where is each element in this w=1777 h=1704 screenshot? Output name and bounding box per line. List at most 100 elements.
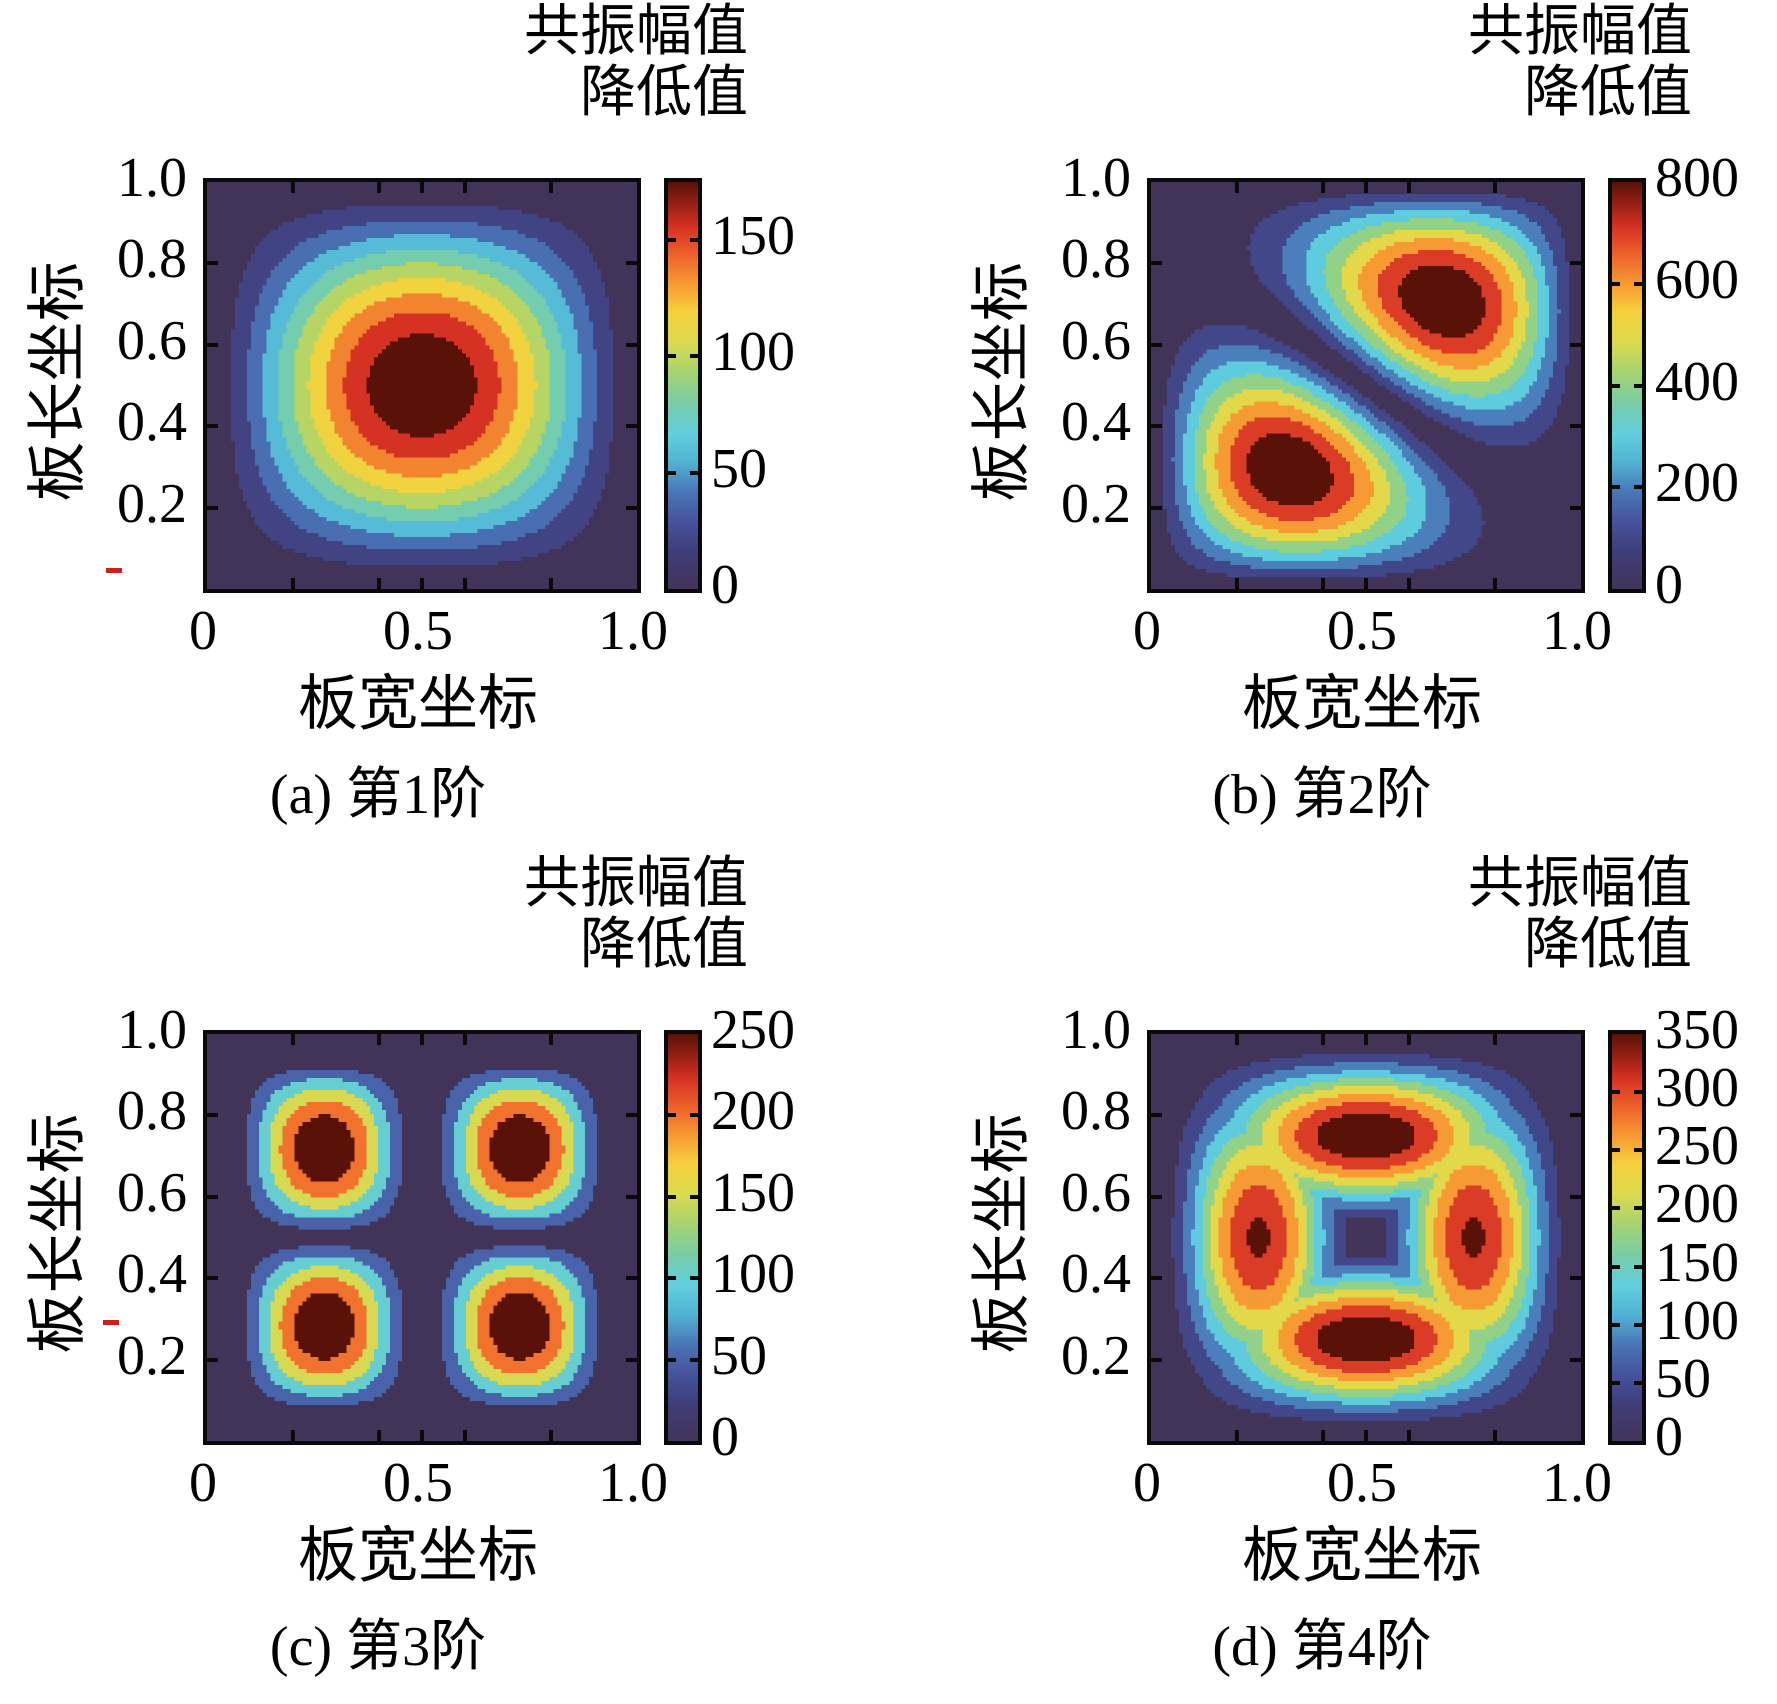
colorbar-tick-mark <box>1634 1206 1642 1211</box>
colorbar-tick-mark <box>690 470 698 475</box>
axis-tick-mark <box>626 1113 637 1118</box>
axis-tick-mark <box>549 1430 553 1441</box>
colorbar-tick-mark <box>1612 281 1620 286</box>
axis-tick-mark <box>1570 505 1581 510</box>
y-axis-ticks: 1.0 0.8 0.6 0.4 0.2 <box>888 1002 1131 1437</box>
x-axis-ticks: 0 0.5 1.0 <box>1133 1455 1612 1517</box>
colorbar-tick-mark <box>1634 1264 1642 1269</box>
contour-plot-area <box>1147 1030 1585 1445</box>
x-tick-label: 0 <box>1133 600 1161 662</box>
panel-mode-3: 共振幅值 降低值 板长坐标 1.0 0.8 0.6 0.4 0.2 0 50 100… <box>0 852 888 1704</box>
axis-tick-mark <box>420 578 424 589</box>
axis-tick-mark <box>626 505 637 510</box>
colorbar-tick-mark <box>1634 1380 1642 1385</box>
axis-tick-mark <box>377 1430 381 1441</box>
colorbar-tick-mark <box>690 1113 698 1118</box>
axis-tick-mark <box>1407 1034 1411 1045</box>
axis-tick-mark <box>207 261 218 266</box>
panel-mode-2: 共振幅值 降低值 板长坐标 1.0 0.8 0.6 0.4 0.2 0 200 40… <box>888 0 1776 852</box>
axis-tick-mark <box>1235 182 1239 193</box>
colorbar-title-line1: 共振幅值 <box>524 853 748 915</box>
y-tick-label: 0.2 <box>1061 472 1131 535</box>
axis-tick-mark <box>420 182 424 193</box>
axis-tick-mark <box>1151 1194 1162 1199</box>
colorbar-tick-label: 300 <box>1655 1057 1739 1120</box>
colorbar-tick-label: 600 <box>1655 248 1739 311</box>
x-axis-ticks: 0 0.5 1.0 <box>1133 603 1612 665</box>
axis-tick-mark <box>1407 1430 1411 1441</box>
colorbar-tick-mark <box>668 238 676 243</box>
colorbar-tick-mark <box>690 1276 698 1281</box>
axis-tick-mark <box>1151 1113 1162 1118</box>
axis-tick-mark <box>1235 1430 1239 1441</box>
y-tick-label: 0.2 <box>1061 1324 1131 1387</box>
colorbar-tick-mark <box>690 238 698 243</box>
axis-tick-mark <box>207 1113 218 1118</box>
colorbar-tick-mark <box>668 1357 676 1362</box>
axis-tick-mark <box>207 424 218 429</box>
colorbar-tick-labels: 0 50 100 150 200 250 300 350 <box>1655 1002 1777 1465</box>
y-tick-label: 0.8 <box>117 1080 187 1143</box>
axis-tick-mark <box>1570 1113 1581 1118</box>
axis-tick-mark <box>549 182 553 193</box>
panel-caption: (a) 第1阶 <box>269 764 487 826</box>
colorbar-tick-label: 0 <box>1655 1406 1683 1468</box>
y-axis-ticks: 1.0 0.8 0.6 0.4 0.2 <box>888 150 1131 585</box>
axis-tick-mark <box>1570 1194 1581 1199</box>
axis-tick-mark <box>1570 1276 1581 1281</box>
x-tick-label: 1.0 <box>1542 600 1612 662</box>
colorbar-tick-mark <box>1634 1090 1642 1095</box>
axis-tick-mark <box>1151 261 1162 266</box>
y-tick-label: 0.6 <box>1061 309 1131 372</box>
colorbar-tick-mark <box>1612 1322 1620 1327</box>
colorbar-tick-label: 350 <box>1655 999 1739 1061</box>
colorbar-tick-mark <box>668 1276 676 1281</box>
axis-tick-mark <box>1235 578 1239 589</box>
y-tick-label: 0.6 <box>117 309 187 372</box>
colorbar-tick-mark <box>1612 1206 1620 1211</box>
colorbar-title-line1: 共振幅值 <box>1468 853 1692 915</box>
x-tick-label: 1.0 <box>598 600 668 662</box>
x-axis-label: 板宽坐标 <box>1242 671 1482 737</box>
y-tick-label: 0.6 <box>117 1161 187 1224</box>
colorbar-tick-labels: 0 200 400 600 800 <box>1655 150 1777 613</box>
axis-tick-mark <box>1364 1430 1368 1441</box>
axis-tick-mark <box>1321 578 1325 589</box>
y-tick-label: 0.2 <box>117 472 187 535</box>
colorbar-title-line2: 降低值 <box>1524 914 1692 976</box>
axis-tick-mark <box>207 1276 218 1281</box>
axis-tick-mark <box>626 1276 637 1281</box>
colorbar-tick-mark <box>690 354 698 359</box>
axis-tick-mark <box>463 182 467 193</box>
colorbar-tick-mark <box>1634 1148 1642 1153</box>
x-tick-label: 1.0 <box>1542 1452 1612 1514</box>
x-tick-label: 0 <box>189 1452 217 1514</box>
colorbar-tick-mark <box>1612 1380 1620 1385</box>
colorbar-tick-mark <box>690 1357 698 1362</box>
axis-tick-mark <box>1321 182 1325 193</box>
axis-tick-mark <box>377 182 381 193</box>
colorbar-tick-mark <box>668 354 676 359</box>
colorbar-tick-label: 150 <box>711 205 795 268</box>
colorbar <box>664 178 702 593</box>
colorbar-tick-label: 50 <box>711 1324 767 1387</box>
colorbar-tick-label: 0 <box>1655 554 1683 616</box>
colorbar-tick-label: 100 <box>1655 1289 1739 1352</box>
colorbar-tick-mark <box>1634 485 1642 490</box>
colorbar <box>1608 1030 1646 1445</box>
panel-caption: (d) 第4阶 <box>1212 1616 1432 1678</box>
axis-tick-mark <box>1493 182 1497 193</box>
colorbar-tick-mark <box>1612 1090 1620 1095</box>
colorbar-tick-label: 800 <box>1655 147 1739 209</box>
y-axis-ticks: 1.0 0.8 0.6 0.4 0.2 <box>0 1002 187 1437</box>
y-axis-ticks: 1.0 0.8 0.6 0.4 0.2 <box>0 150 187 585</box>
colorbar-tick-mark <box>668 1194 676 1199</box>
panel-caption: (c) 第3阶 <box>269 1616 487 1678</box>
colorbar-tick-label: 200 <box>1655 452 1739 515</box>
axis-tick-mark <box>463 1430 467 1441</box>
axis-tick-mark <box>207 342 218 347</box>
axis-tick-mark <box>463 1034 467 1045</box>
colorbar-tick-labels: 0 50 100 150 200 250 <box>711 1002 901 1465</box>
y-tick-label: 0.8 <box>117 228 187 291</box>
axis-tick-mark <box>1364 182 1368 193</box>
